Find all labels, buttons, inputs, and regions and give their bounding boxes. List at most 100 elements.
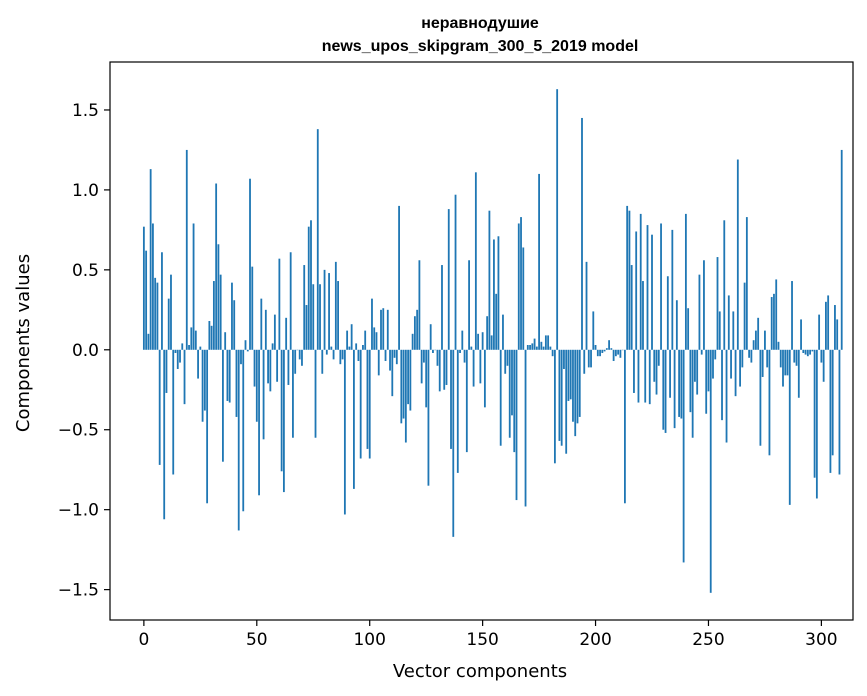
bar	[325, 349, 328, 355]
bar	[262, 349, 265, 440]
bar	[181, 343, 184, 350]
bar	[190, 327, 193, 350]
bar	[337, 281, 339, 350]
bar	[560, 349, 563, 446]
bar	[341, 349, 344, 360]
plot-frame	[109, 61, 854, 621]
bar	[734, 349, 737, 397]
bar	[809, 349, 811, 355]
bar	[400, 349, 403, 424]
bar	[583, 349, 586, 374]
bar	[624, 349, 626, 504]
bar	[407, 349, 410, 405]
bar	[544, 335, 547, 350]
bar	[373, 327, 376, 350]
bar	[691, 349, 694, 438]
bar	[603, 349, 606, 352]
bar	[741, 349, 744, 368]
y-tick-label: −1.5	[58, 581, 99, 601]
bar	[413, 316, 416, 350]
bar	[793, 349, 796, 363]
bar	[739, 349, 741, 387]
bar	[811, 349, 814, 352]
bar	[745, 217, 748, 350]
bar	[375, 332, 378, 350]
bar	[228, 349, 231, 403]
bar	[761, 349, 764, 377]
bar	[203, 349, 206, 411]
bar	[788, 349, 791, 505]
bar	[224, 332, 227, 350]
bar	[418, 260, 421, 350]
bar	[244, 340, 247, 350]
bar	[212, 281, 215, 350]
bar	[709, 349, 712, 593]
bar	[330, 346, 333, 350]
bar	[592, 311, 595, 350]
bar	[657, 349, 660, 366]
bar	[310, 220, 312, 350]
bar	[646, 225, 649, 350]
bar	[152, 223, 154, 350]
bar	[669, 349, 671, 398]
bar	[499, 349, 502, 446]
bar	[581, 117, 583, 350]
bar	[653, 349, 656, 382]
bar	[766, 349, 769, 368]
bar	[538, 173, 540, 350]
bar	[797, 349, 800, 398]
bar	[276, 349, 279, 382]
bar	[628, 210, 631, 350]
bar	[176, 349, 179, 369]
bar	[328, 273, 330, 350]
bar	[332, 349, 335, 360]
bar	[366, 349, 369, 449]
y-axis-label: Components values	[13, 254, 34, 432]
bar	[456, 349, 459, 473]
bar	[470, 346, 473, 350]
bar	[694, 349, 696, 382]
bar	[779, 349, 782, 368]
bar	[572, 349, 574, 422]
bar	[535, 346, 538, 350]
bar	[298, 349, 301, 360]
bar	[517, 223, 520, 350]
bar	[222, 349, 224, 462]
bar	[301, 349, 303, 366]
bar	[673, 349, 676, 429]
bar	[402, 349, 405, 419]
bar	[459, 349, 461, 353]
bar	[551, 349, 554, 357]
bar	[438, 349, 441, 392]
bar	[660, 223, 662, 350]
bar	[450, 349, 452, 449]
bar	[443, 349, 446, 390]
bar	[271, 343, 274, 350]
bar	[526, 345, 529, 350]
bar	[804, 349, 807, 355]
bar	[700, 349, 703, 355]
x-tick-label: 300	[805, 630, 837, 650]
bar	[231, 282, 233, 350]
bar	[156, 282, 159, 350]
bar	[260, 298, 263, 350]
bar	[192, 223, 195, 350]
bar	[547, 335, 550, 350]
bar	[474, 172, 477, 350]
bar	[377, 349, 380, 376]
bar	[472, 349, 475, 387]
bar	[748, 349, 751, 358]
bar	[764, 330, 766, 350]
bar	[287, 349, 290, 385]
bar	[727, 295, 730, 350]
bar	[800, 319, 802, 350]
bar	[725, 349, 728, 443]
bar	[183, 349, 186, 405]
bar	[513, 349, 516, 453]
bar	[590, 349, 592, 368]
bar	[493, 239, 495, 350]
bar	[142, 226, 145, 350]
bar	[506, 349, 509, 366]
bar	[468, 260, 470, 350]
